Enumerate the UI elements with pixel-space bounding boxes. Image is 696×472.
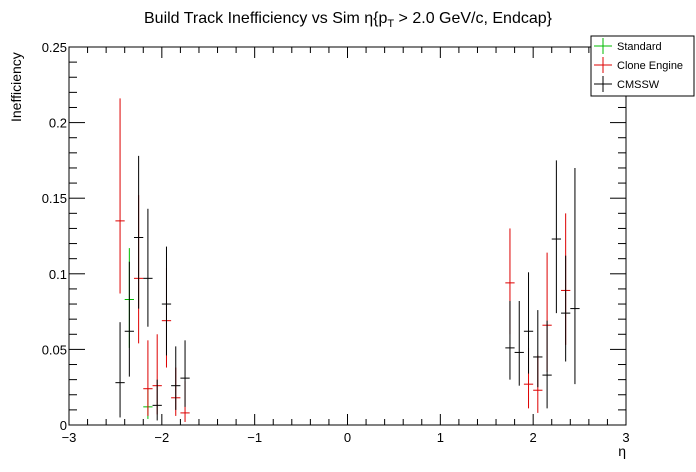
plot-axes: −3 −2 −1 0 1 2 3 0 0.05 0.1 0.15 0.2 0.25 [42,40,630,445]
y-tick-label: 0.15 [42,191,67,206]
x-tick-label: 0 [344,430,351,445]
data-point [514,301,524,386]
legend-entry: Standard [594,38,662,54]
legend-label: Clone Engine [617,60,683,72]
x-tick-label: −3 [62,430,77,445]
plot-frame [68,46,627,426]
data-point [143,340,153,416]
data-point [180,340,190,407]
data-series [115,98,580,422]
data-point [115,98,125,294]
chart-title-tail: > 2.0 GeV/c, Endcap} [394,10,553,27]
data-point [171,346,181,410]
x-tick-label: 1 [437,430,444,445]
legend-entry: CMSSW [594,76,660,92]
legend: Standard Clone Engine CMSSW [590,35,695,97]
x-axis-label: η [618,443,626,459]
data-point [551,160,562,314]
x-tick-label: 3 [622,430,629,445]
legend-entry: Clone Engine [594,57,683,73]
data-point [533,310,543,388]
chart-title-main: Build Track Inefficiency vs Sim η{p [144,10,387,27]
data-point [115,322,125,418]
y-tick-label: 0.1 [49,267,67,282]
y-tick-label: 0.2 [49,116,67,131]
series-clone-engine [115,98,571,422]
data-point [570,167,580,385]
legend-label: Standard [617,41,662,53]
y-tick-label: 0.05 [42,342,67,357]
data-point [152,379,162,421]
data-point [161,246,172,356]
legend-label: CMSSW [617,79,660,91]
data-point [542,320,552,409]
x-tick-label: −1 [247,430,262,445]
y-axis-label: Inefficiency [8,52,24,122]
x-tick-label: 2 [530,430,537,445]
data-point [561,255,571,362]
y-tick-label: 0 [60,418,67,433]
data-point [523,272,534,374]
x-tick-label: −2 [154,430,169,445]
data-point [124,261,134,377]
chart-title: Build Track Inefficiency vs Sim η{pT > 2… [144,10,553,30]
series-cmssw [115,155,580,421]
data-point [133,155,144,309]
chart-title-subscript: T [387,18,394,30]
y-tick-label: 0.25 [42,40,67,55]
data-point [143,208,153,327]
data-point [505,301,515,380]
